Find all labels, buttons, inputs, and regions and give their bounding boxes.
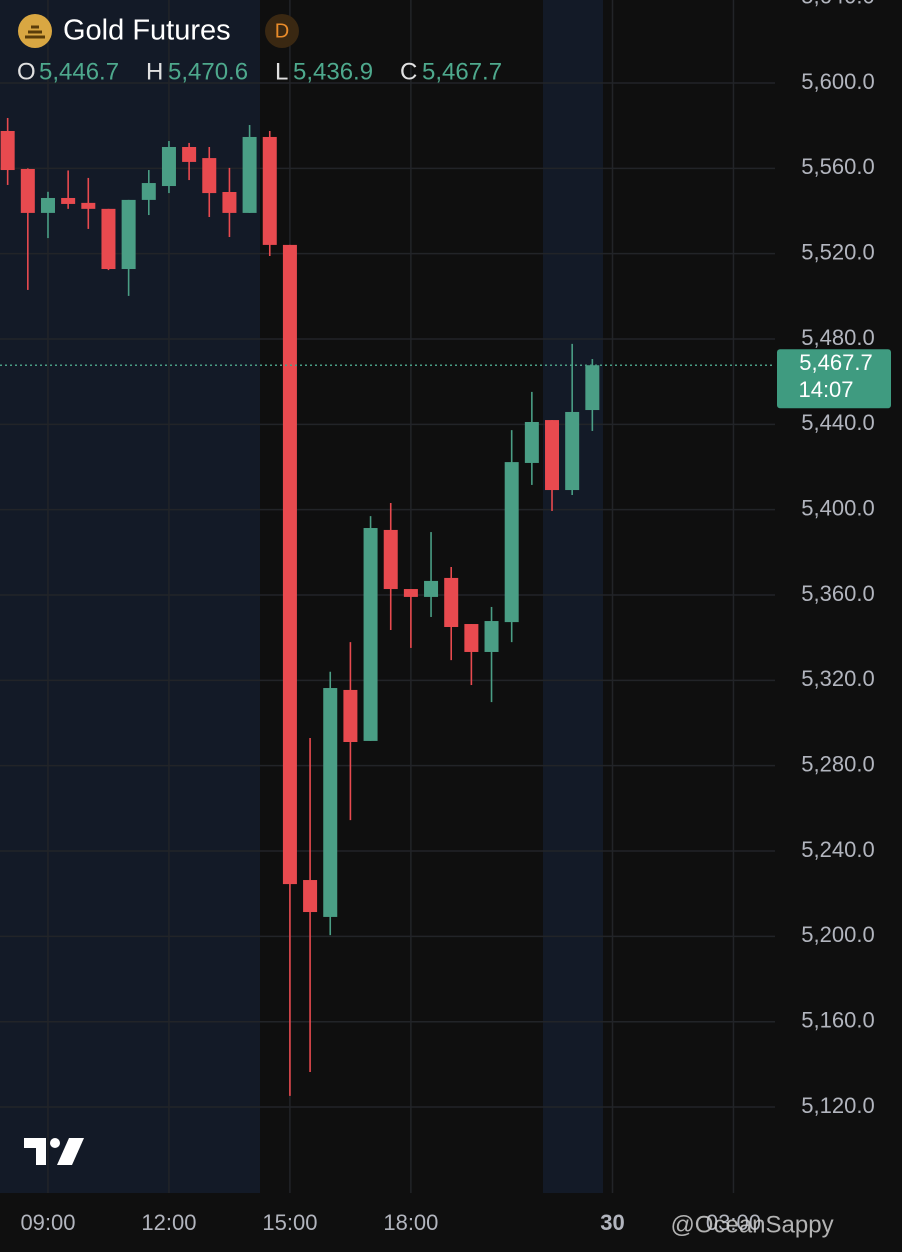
candle-body xyxy=(121,199,136,270)
ohlc-key: H xyxy=(146,58,163,85)
candle-body xyxy=(182,146,197,162)
candle-body xyxy=(545,420,560,491)
ohlc-value: 5,436.9 xyxy=(293,58,373,85)
y-tick-label: 5,240.0 xyxy=(801,837,874,862)
y-tick-label: 5,280.0 xyxy=(801,751,874,776)
y-tick-label: 5,480.0 xyxy=(801,325,874,350)
x-tick-label: 12:00 xyxy=(141,1210,196,1235)
y-tick-label: 5,200.0 xyxy=(801,922,874,947)
candle-body xyxy=(363,528,378,741)
candle-body xyxy=(282,244,297,885)
tradingview-logo xyxy=(24,1138,84,1165)
ohlc-key: C xyxy=(400,58,417,85)
y-tick-label: 5,560.0 xyxy=(801,154,874,179)
candle-body xyxy=(81,202,96,209)
interval-label: D xyxy=(275,20,289,42)
logo-part xyxy=(24,1138,46,1165)
header: Gold Futures D xyxy=(18,14,299,48)
candle-body xyxy=(565,411,580,491)
symbol-icon-bars xyxy=(25,25,45,39)
y-tick-label: 5,120.0 xyxy=(801,1093,874,1118)
y-tick-label: 5,160.0 xyxy=(801,1008,874,1033)
candle-body xyxy=(424,580,439,597)
candle-body xyxy=(524,421,539,463)
candle-body xyxy=(61,197,76,204)
y-tick-label: 5,520.0 xyxy=(801,239,874,264)
x-tick-label: 09:00 xyxy=(20,1210,75,1235)
candle-body xyxy=(161,146,176,187)
x-tick-label: 18:00 xyxy=(383,1210,438,1235)
candle-body xyxy=(222,192,237,213)
candle-body xyxy=(585,365,600,411)
x-tick-label: 15:00 xyxy=(262,1210,317,1235)
interval-badge xyxy=(265,14,299,48)
candle-body xyxy=(444,577,459,628)
candle-body xyxy=(40,197,55,213)
last-price-box xyxy=(777,349,891,409)
y-tick-label: 5,400.0 xyxy=(801,495,874,520)
symbol-title: Gold Futures xyxy=(63,15,231,47)
candle-body xyxy=(202,158,217,194)
candle-body xyxy=(484,621,499,652)
x-tick-label: 03:00 xyxy=(706,1210,761,1235)
candle-body xyxy=(323,688,338,917)
ohlc-value: 5,467.7 xyxy=(422,58,502,85)
y-tick-label: 5,440.0 xyxy=(801,410,874,435)
watermark: @OceanSappy xyxy=(670,1211,833,1238)
ohlc-key: O xyxy=(17,58,36,85)
logo-part xyxy=(57,1138,84,1165)
candle-body xyxy=(383,529,398,590)
candle-body xyxy=(0,130,15,171)
candle-body xyxy=(303,880,318,913)
candle-body xyxy=(141,183,156,200)
session-shade xyxy=(0,0,260,1193)
last-price-label: 5,467.7 xyxy=(799,350,872,375)
ohlc-key: L xyxy=(275,58,288,85)
session-shade xyxy=(543,0,603,1193)
candle-body xyxy=(464,624,479,652)
candle-body xyxy=(101,208,116,270)
ohlc-value: 5,470.6 xyxy=(168,58,248,85)
y-tick-label: 5,360.0 xyxy=(801,581,874,606)
candle-body xyxy=(343,689,358,742)
candle-body xyxy=(403,589,418,597)
candle-body xyxy=(242,136,257,213)
candle-body xyxy=(20,168,35,213)
y-tick-label: 5,640.0 xyxy=(801,0,874,8)
countdown: 14:07 xyxy=(798,377,853,402)
x-tick-label: 30 xyxy=(600,1210,624,1235)
ohlc-value: 5,446.7 xyxy=(39,58,119,85)
y-tick-label: 5,600.0 xyxy=(801,69,874,94)
candle-body xyxy=(262,136,277,245)
logo-part xyxy=(50,1138,60,1148)
candle-body xyxy=(504,462,519,623)
y-tick-label: 5,320.0 xyxy=(801,666,874,691)
